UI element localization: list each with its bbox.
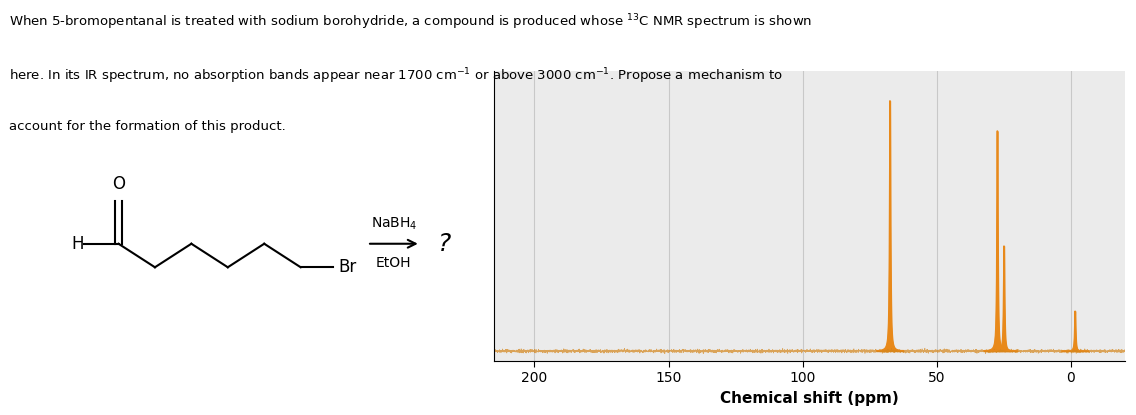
Text: EtOH: EtOH <box>376 256 411 269</box>
Text: Br: Br <box>337 258 357 276</box>
Text: account for the formation of this product.: account for the formation of this produc… <box>9 120 286 133</box>
Text: When 5-bromopentanal is treated with sodium borohydride, a compound is produced : When 5-bromopentanal is treated with sod… <box>9 12 812 32</box>
Text: ?: ? <box>437 232 451 256</box>
Text: NaBH$_4$: NaBH$_4$ <box>370 215 417 232</box>
Text: here. In its IR spectrum, no absorption bands appear near 1700 cm$^{-1}$ or abov: here. In its IR spectrum, no absorption … <box>9 66 783 86</box>
Text: H: H <box>72 235 84 253</box>
X-axis label: Chemical shift (ppm): Chemical shift (ppm) <box>720 391 899 406</box>
Text: O: O <box>112 175 125 193</box>
